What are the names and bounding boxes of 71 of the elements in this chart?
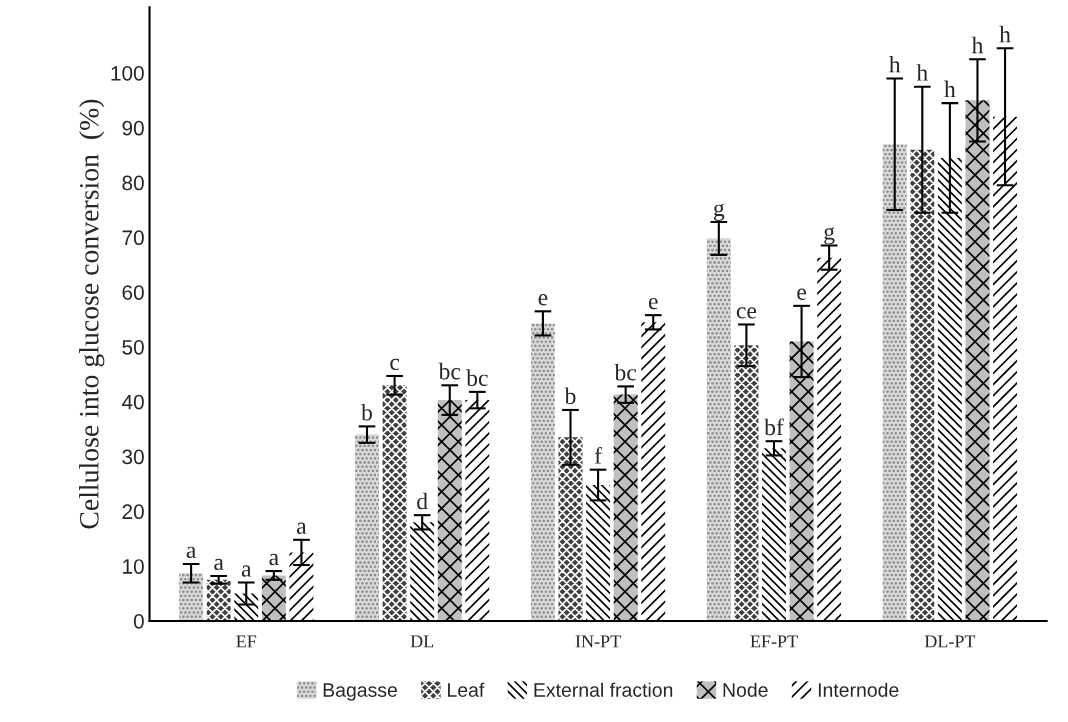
y-tick-label: 60 <box>122 285 144 300</box>
data-label: e <box>797 288 806 300</box>
bar <box>789 341 814 621</box>
bar <box>530 323 555 621</box>
bar <box>817 257 842 621</box>
data-label: h <box>971 36 984 54</box>
data-label: a <box>214 558 224 571</box>
y-tick-label: 40 <box>121 394 144 410</box>
bar <box>586 485 611 621</box>
bar <box>289 552 314 621</box>
data-label: bc <box>466 369 488 386</box>
bar <box>355 434 379 621</box>
data-label: a <box>186 546 197 559</box>
data-label: a <box>297 522 307 534</box>
bar <box>641 322 666 621</box>
data-label: e <box>538 294 548 306</box>
y-tick-label: 50 <box>122 339 144 355</box>
data-label: g <box>824 227 835 245</box>
bar <box>762 448 786 621</box>
data-label: bc <box>614 363 637 381</box>
bar <box>613 394 638 621</box>
bar <box>437 400 462 621</box>
bar <box>465 400 490 621</box>
bar <box>937 157 962 621</box>
y-tick-label: 10 <box>123 559 144 574</box>
bar <box>965 100 990 621</box>
data-label: h <box>944 80 956 97</box>
data-label: h <box>999 25 1011 43</box>
bar <box>382 385 407 621</box>
data-label: h <box>916 64 928 81</box>
bar <box>882 144 907 621</box>
data-label: e <box>648 297 658 310</box>
legend-label: Bagasse <box>323 683 397 701</box>
y-tick-label: 100 <box>111 65 144 81</box>
data-label: a <box>269 553 279 566</box>
bar <box>706 238 731 621</box>
y-tick-label: 70 <box>122 230 144 246</box>
bar <box>910 149 935 621</box>
bar <box>734 345 759 621</box>
data-label: ce <box>736 307 757 319</box>
data-label: g <box>713 203 725 221</box>
data-label: f <box>594 446 603 464</box>
bar <box>410 522 435 621</box>
data-label: bc <box>438 362 461 380</box>
data-label: a <box>241 565 252 577</box>
bar <box>261 575 286 621</box>
bar <box>179 573 204 621</box>
bar <box>993 116 1018 621</box>
y-tick-label: 90 <box>122 120 144 136</box>
legend-label: Leaf <box>448 682 485 697</box>
x-tick-label: EF-PT <box>750 635 798 648</box>
bar <box>206 579 231 621</box>
x-tick-label: IN-PT <box>575 635 621 648</box>
data-label: c <box>390 358 400 371</box>
data-label: h <box>889 55 901 73</box>
y-tick-label: 30 <box>122 449 144 465</box>
y-tick-label: 20 <box>122 504 144 520</box>
data-label: d <box>417 492 428 510</box>
data-label: bf <box>764 418 784 436</box>
y-axis-title: Cellulose into glucose conversion (%) <box>79 99 105 529</box>
x-tick-label: EF <box>236 635 257 648</box>
y-tick-label: 80 <box>122 175 144 191</box>
data-label: b <box>564 387 576 405</box>
data-label: b <box>361 403 373 421</box>
legend-label: External fraction <box>534 682 673 697</box>
legend-label: Node <box>723 682 768 697</box>
bar <box>558 437 583 621</box>
legend-label: Internode <box>818 682 899 697</box>
y-tick-label: 0 <box>133 613 144 629</box>
x-tick-label: DL-PT <box>924 635 976 648</box>
x-tick-label: DL <box>410 635 434 648</box>
